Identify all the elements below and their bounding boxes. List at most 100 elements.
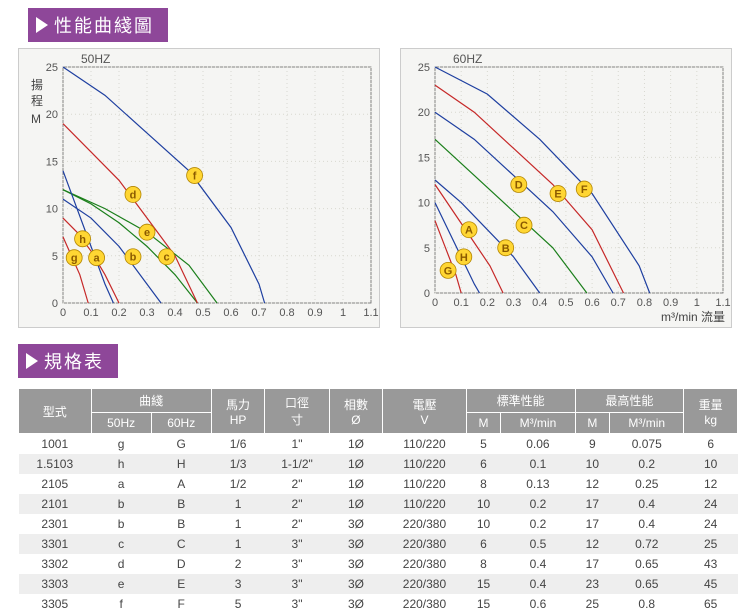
cell-xm: 12: [575, 534, 610, 554]
svg-text:10: 10: [46, 204, 58, 216]
svg-text:0.5: 0.5: [195, 307, 210, 319]
cell-sm: 15: [466, 594, 501, 614]
svg-text:d: d: [130, 189, 137, 201]
cell-ph: 3Ø: [329, 554, 383, 574]
cell-sm: 10: [466, 494, 501, 514]
cell-model: 3305: [19, 594, 92, 614]
cell-v: 110/220: [383, 454, 466, 474]
svg-text:0.3: 0.3: [506, 297, 521, 309]
cell-wt: 65: [684, 594, 738, 614]
th-std-m3: M³/min: [501, 413, 575, 434]
th-hp: 馬力HP: [211, 389, 265, 434]
cell-wt: 43: [684, 554, 738, 574]
svg-text:25: 25: [46, 62, 58, 74]
table-row: 3305fF53"3Ø220/380150.6250.865: [19, 594, 738, 614]
svg-text:15: 15: [46, 156, 58, 168]
cell-sm: 6: [466, 534, 501, 554]
svg-text:0.7: 0.7: [611, 297, 626, 309]
svg-text:G: G: [444, 265, 453, 277]
cell-hp: 1: [211, 494, 265, 514]
svg-text:0.2: 0.2: [480, 297, 495, 309]
svg-text:E: E: [554, 189, 561, 201]
cell-ph: 3Ø: [329, 514, 383, 534]
cell-sm: 5: [466, 434, 501, 455]
cell-v: 220/380: [383, 574, 466, 594]
cell-hp: 3: [211, 574, 265, 594]
cell-c60: C: [151, 534, 211, 554]
table-row: 3302dD23"3Ø220/38080.4170.6543: [19, 554, 738, 574]
svg-text:0: 0: [60, 307, 66, 319]
cell-sm3: 0.5: [501, 534, 575, 554]
svg-text:25: 25: [418, 62, 430, 74]
svg-text:a: a: [94, 253, 101, 265]
svg-text:0: 0: [432, 297, 438, 309]
cell-xm3: 0.4: [610, 494, 684, 514]
cell-ph: 3Ø: [329, 594, 383, 614]
cell-wt: 45: [684, 574, 738, 594]
cell-dia: 1": [265, 434, 329, 455]
cell-xm: 17: [575, 554, 610, 574]
cell-c60: G: [151, 434, 211, 455]
cell-dia: 3": [265, 574, 329, 594]
th-50hz: 50Hz: [91, 413, 151, 434]
th-std-m: M: [466, 413, 501, 434]
cell-xm: 23: [575, 574, 610, 594]
cell-wt: 10: [684, 454, 738, 474]
cell-dia: 2": [265, 494, 329, 514]
cell-wt: 24: [684, 494, 738, 514]
cell-c60: B: [151, 514, 211, 534]
play-icon: [36, 17, 48, 33]
cell-v: 110/220: [383, 434, 466, 455]
cell-dia: 1-1/2": [265, 454, 329, 474]
cell-sm3: 0.6: [501, 594, 575, 614]
svg-text:1.1: 1.1: [363, 307, 378, 319]
cell-xm3: 0.8: [610, 594, 684, 614]
cell-sm3: 0.2: [501, 494, 575, 514]
svg-text:0.1: 0.1: [83, 307, 98, 319]
svg-text:1: 1: [340, 307, 346, 319]
cell-c50: f: [91, 594, 151, 614]
cell-sm3: 0.13: [501, 474, 575, 494]
cell-sm3: 0.06: [501, 434, 575, 455]
cell-v: 110/220: [383, 494, 466, 514]
svg-text:B: B: [502, 243, 510, 255]
svg-text:0: 0: [52, 298, 58, 310]
cell-ph: 1Ø: [329, 434, 383, 455]
th-dia: 口徑寸: [265, 389, 329, 434]
svg-text:e: e: [144, 227, 150, 239]
svg-text:揚: 揚: [31, 78, 43, 92]
svg-text:0.7: 0.7: [251, 307, 266, 319]
th-curve: 曲綫: [91, 389, 211, 413]
svg-text:M: M: [31, 112, 41, 126]
svg-text:F: F: [581, 184, 588, 196]
svg-text:60HZ: 60HZ: [453, 52, 482, 66]
cell-model: 3303: [19, 574, 92, 594]
cell-model: 1001: [19, 434, 92, 455]
svg-text:h: h: [79, 234, 86, 246]
table-body: 1001gG1/61"1Ø110/22050.0690.07561.5103hH…: [19, 434, 738, 614]
cell-sm3: 0.1: [501, 454, 575, 474]
cell-hp: 1/3: [211, 454, 265, 474]
cell-model: 2105: [19, 474, 92, 494]
svg-text:f: f: [193, 171, 197, 183]
cell-model: 1.5103: [19, 454, 92, 474]
cell-wt: 12: [684, 474, 738, 494]
cell-wt: 6: [684, 434, 738, 455]
th-max: 最高性能: [575, 389, 684, 413]
svg-text:0.4: 0.4: [167, 307, 182, 319]
cell-c60: D: [151, 554, 211, 574]
cell-v: 110/220: [383, 474, 466, 494]
svg-text:20: 20: [418, 107, 430, 119]
svg-text:0.9: 0.9: [663, 297, 678, 309]
cell-dia: 3": [265, 594, 329, 614]
cell-hp: 2: [211, 554, 265, 574]
table-row: 2105aA1/22"1Ø110/22080.13120.2512: [19, 474, 738, 494]
cell-xm: 17: [575, 514, 610, 534]
chart-50hz: 00.10.20.30.40.50.60.70.80.911.105101520…: [18, 48, 380, 328]
curves-header: 性能曲綫圖: [28, 8, 168, 42]
cell-c60: E: [151, 574, 211, 594]
cell-xm3: 0.075: [610, 434, 684, 455]
svg-text:0.1: 0.1: [454, 297, 469, 309]
svg-text:程: 程: [31, 93, 43, 108]
cell-ph: 3Ø: [329, 574, 383, 594]
